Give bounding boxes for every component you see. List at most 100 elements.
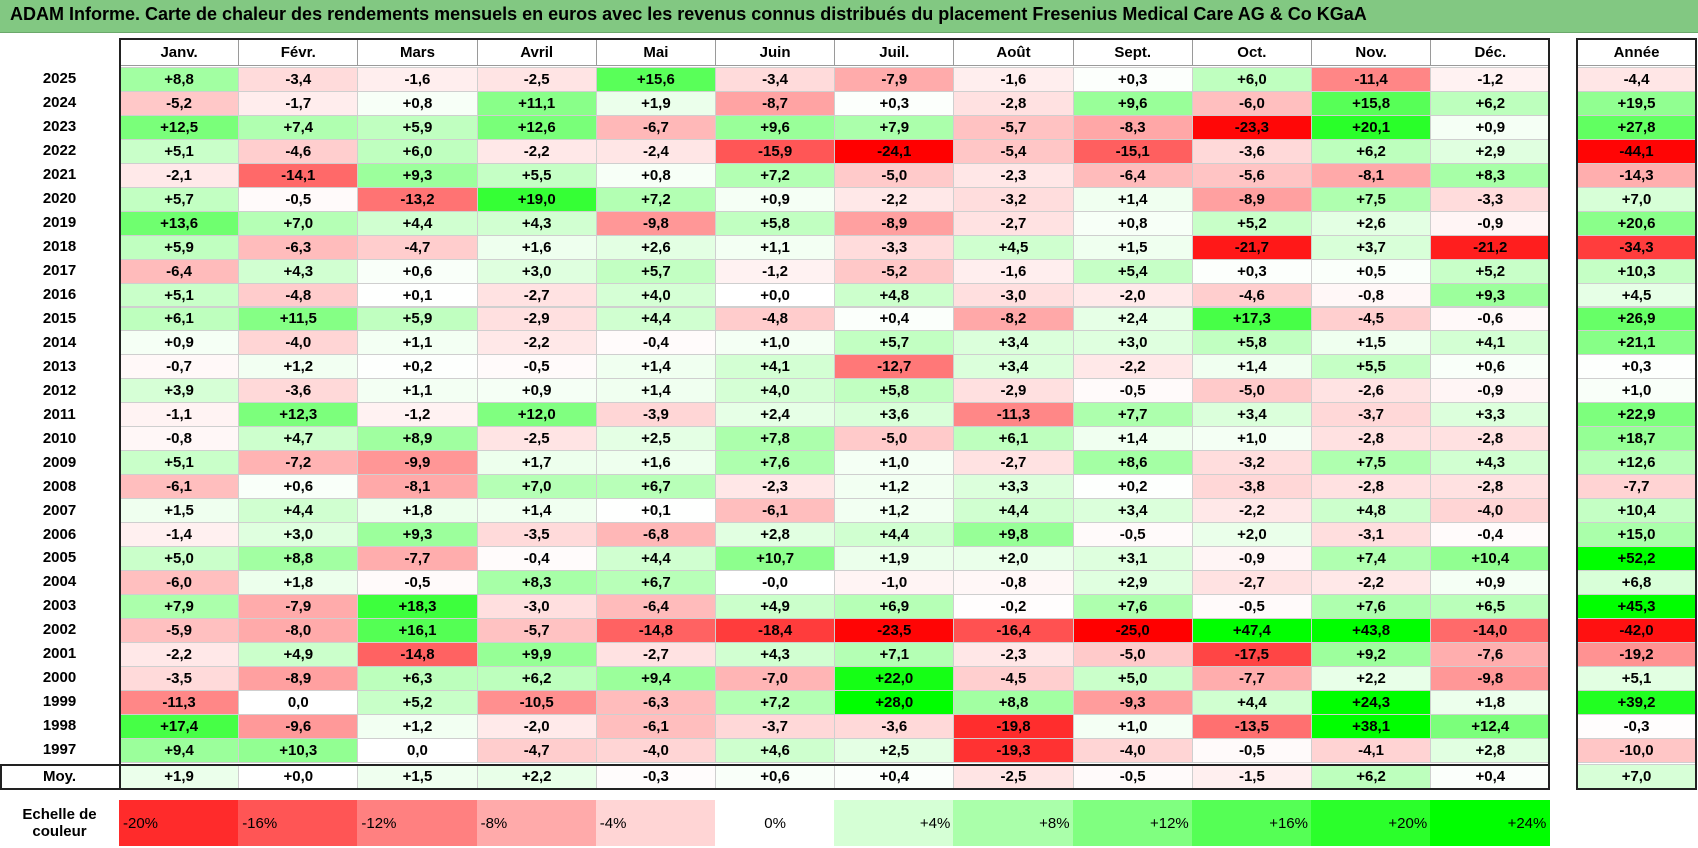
heatmap-cell: +7,2: [595, 186, 716, 212]
heatmap-cell: +9,4: [595, 665, 716, 691]
year-label: 2010: [0, 426, 119, 451]
heatmap-cell: +1,4: [595, 354, 716, 380]
year-label: 2006: [0, 522, 119, 546]
heatmap-cell: +2,9: [1072, 569, 1193, 595]
heatmap-cell: +16,1: [357, 617, 478, 643]
heatmap-cell: -0,4: [1430, 522, 1551, 547]
month-header: Mai: [595, 38, 716, 66]
heatmap-cell: +5,2: [1430, 258, 1551, 284]
annual-cell: +45,3: [1576, 593, 1697, 619]
heatmap-cell: +9,6: [1072, 90, 1193, 116]
color-scale-label-line1: Echelle de: [22, 806, 97, 823]
heatmap-cell: +7,0: [476, 474, 597, 500]
heatmap-cell: +4,4: [357, 210, 478, 236]
heatmap-cell: -0,5: [238, 186, 359, 212]
month-header: Juin: [715, 38, 836, 66]
heatmap-cell: +0,2: [1072, 474, 1193, 500]
heatmap-cell: +1,5: [1311, 330, 1432, 356]
average-label: Moy.: [0, 763, 119, 790]
heatmap-cell: -1,2: [1430, 67, 1551, 92]
heatmap-cell: +7,5: [1311, 186, 1432, 212]
year-label: 2024: [0, 90, 119, 115]
annual-cell: -10,0: [1576, 737, 1697, 763]
heatmap-cell: +2,5: [834, 737, 955, 763]
heatmap-cell: -4,8: [238, 282, 359, 308]
year-label: 2007: [0, 498, 119, 523]
heatmap-cell: +2,2: [1311, 665, 1432, 691]
heatmap-cell: +0,5: [1311, 258, 1432, 284]
heatmap-cell: -3,5: [476, 522, 597, 547]
average-cell: -0,5: [1072, 763, 1193, 790]
average-cell: +0,4: [834, 763, 955, 790]
heatmap-cell: +4,3: [238, 258, 359, 284]
heatmap-cell: -9,9: [357, 450, 478, 476]
heatmap-cell: +5,1: [119, 450, 240, 476]
annual-cell: +20,6: [1576, 210, 1697, 236]
heatmap-cell: +4,4: [834, 522, 955, 547]
heatmap-cell: +43,8: [1311, 617, 1432, 643]
heatmap-cell: -6,4: [595, 593, 716, 619]
heatmap-cell: +5,9: [357, 114, 478, 140]
heatmap-cell: +9,9: [476, 641, 597, 667]
heatmap-cell: -14,1: [238, 162, 359, 188]
annual-cell: +6,8: [1576, 569, 1697, 595]
annual-cell: +39,2: [1576, 689, 1697, 715]
heatmap-cell: 0,0: [357, 737, 478, 763]
heatmap-cell: -5,0: [1191, 378, 1312, 404]
heatmap-cell: +4,4: [953, 498, 1074, 524]
heatmap-cell: +3,4: [953, 354, 1074, 380]
heatmap-cell: 0,0: [238, 689, 359, 715]
heatmap-cell: -2,2: [476, 330, 597, 356]
heatmap-cell: -11,3: [119, 689, 240, 715]
heatmap-cell: -3,4: [238, 67, 359, 92]
heatmap-cell: +5,2: [1191, 210, 1312, 236]
heatmap-cell: -2,8: [1311, 426, 1432, 452]
annual-cell: -19,2: [1576, 641, 1697, 667]
heatmap-cell: +4,4: [238, 498, 359, 524]
heatmap-cell: -2,5: [476, 67, 597, 92]
heatmap-cell: +6,9: [834, 593, 955, 619]
heatmap-cell: +0,9: [1430, 114, 1551, 140]
heatmap-cell: +9,3: [357, 522, 478, 547]
month-header: Août: [953, 38, 1074, 66]
color-scale-swatch: +4%: [834, 800, 955, 846]
heatmap-cell: -7,9: [238, 593, 359, 619]
heatmap-cell: +2,6: [1311, 210, 1432, 236]
color-scale-swatch: -20%: [119, 800, 240, 846]
heatmap-cell: +2,8: [1430, 737, 1551, 763]
heatmap-cell: -3,5: [119, 665, 240, 691]
annual-cell: +19,5: [1576, 90, 1697, 116]
heatmap-cell: -3,0: [476, 593, 597, 619]
heatmap-cell: -4,7: [476, 737, 597, 763]
heatmap-cell: -9,8: [1430, 665, 1551, 691]
average-cell: -0,3: [595, 763, 716, 790]
heatmap-cell: +10,4: [1430, 546, 1551, 571]
heatmap-cell: +3,6: [834, 402, 955, 428]
color-scale-swatch: +24%: [1430, 800, 1551, 846]
month-header: Sept.: [1072, 38, 1193, 66]
heatmap-cell: -8,9: [834, 210, 955, 236]
heatmap-cell: -2,4: [595, 138, 716, 164]
heatmap-cell: +11,5: [238, 306, 359, 332]
heatmap-cell: -5,2: [119, 90, 240, 116]
heatmap-cell: -14,8: [357, 641, 478, 667]
heatmap-cell: +3,1: [1072, 546, 1193, 571]
heatmap-cell: -2,2: [834, 186, 955, 212]
heatmap-cell: +1,5: [119, 498, 240, 524]
heatmap-cell: -10,5: [476, 689, 597, 715]
color-scale-swatch: -12%: [357, 800, 478, 846]
heatmap-cell: -6,1: [119, 474, 240, 500]
heatmap-cell: -0,2: [953, 593, 1074, 619]
heatmap-cell: -7,0: [715, 665, 836, 691]
annual-cell: +10,3: [1576, 258, 1697, 284]
heatmap-cell: +1,9: [595, 90, 716, 116]
heatmap-cell: +6,2: [1430, 90, 1551, 116]
heatmap-cell: -2,8: [1311, 474, 1432, 500]
heatmap-cell: +4,6: [715, 737, 836, 763]
heatmap-cell: -2,9: [953, 378, 1074, 404]
heatmap-cell: -0,5: [1072, 522, 1193, 547]
heatmap-cell: -14,0: [1430, 617, 1551, 643]
heatmap-cell: -2,9: [476, 306, 597, 332]
heatmap-cell: +8,3: [476, 569, 597, 595]
